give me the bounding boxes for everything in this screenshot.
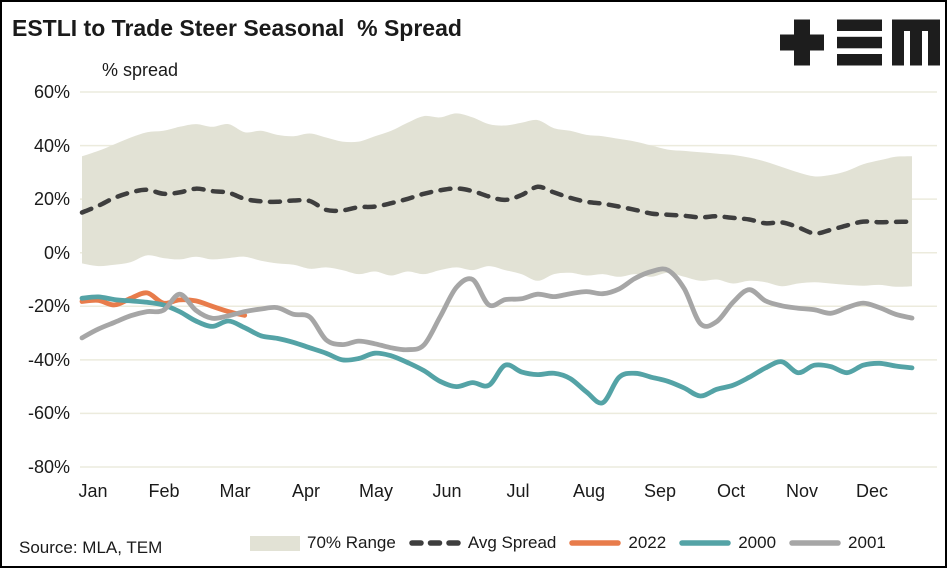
x-tick-label: Sep	[643, 481, 677, 501]
y-tick-label: 40%	[33, 136, 70, 156]
x-tick-label: Jan	[78, 481, 108, 501]
x-tick-label: May	[358, 481, 393, 501]
legend-line-swatch-icon	[789, 540, 841, 546]
y-tick-label: -60%	[27, 403, 70, 423]
x-tick-label: Dec	[855, 481, 888, 501]
y-tick-label: 0%	[43, 243, 70, 263]
y-tick-label: 60%	[33, 82, 70, 102]
x-tick-label: Jun	[432, 481, 462, 501]
y-tick-label: -40%	[27, 350, 70, 370]
legend-item: Avg Spread	[409, 533, 557, 553]
legend-line-swatch-icon	[679, 540, 731, 546]
legend-line-swatch-icon	[569, 540, 622, 546]
tem-logo-icon	[780, 19, 940, 66]
chart-title: ESTLI to Trade Steer Seasonal % Spread	[12, 15, 462, 41]
y-tick-label: -80%	[27, 457, 70, 477]
source-note: Source: MLA, TEM	[19, 538, 163, 557]
legend-label: 2001	[848, 533, 886, 552]
legend-item: 2022	[569, 533, 666, 553]
legend-label: 2022	[628, 533, 667, 552]
legend-line-swatch-icon	[409, 540, 461, 546]
x-tick-label: Oct	[716, 481, 745, 501]
x-tick-label: Jul	[506, 481, 530, 501]
x-tick-label: Nov	[785, 481, 818, 501]
x-tick-label: Apr	[291, 481, 320, 501]
x-tick-label: Aug	[572, 481, 606, 501]
legend-label: Avg Spread	[467, 533, 557, 552]
series-line-avg-spread	[79, 184, 915, 236]
legend-band-swatch-icon	[250, 535, 300, 551]
y-tick-label: -20%	[27, 296, 70, 316]
legend-item: 70% Range	[250, 533, 396, 553]
y-axis-title: % spread	[102, 60, 179, 80]
legend-item: 2000	[679, 533, 776, 553]
legend-item: 2001	[789, 533, 886, 553]
legend-label: 2000	[738, 533, 777, 552]
series-line-2000	[79, 294, 915, 406]
tem-logo	[780, 19, 940, 66]
x-tick-label: Feb	[148, 481, 180, 501]
series-line-2001	[79, 266, 915, 353]
legend: 70% Range Avg Spread 2022 2000 2001	[250, 533, 886, 553]
y-tick-label: 20%	[33, 189, 70, 209]
x-tick-label: Mar	[219, 481, 251, 501]
legend-label: 70% Range	[307, 533, 396, 552]
